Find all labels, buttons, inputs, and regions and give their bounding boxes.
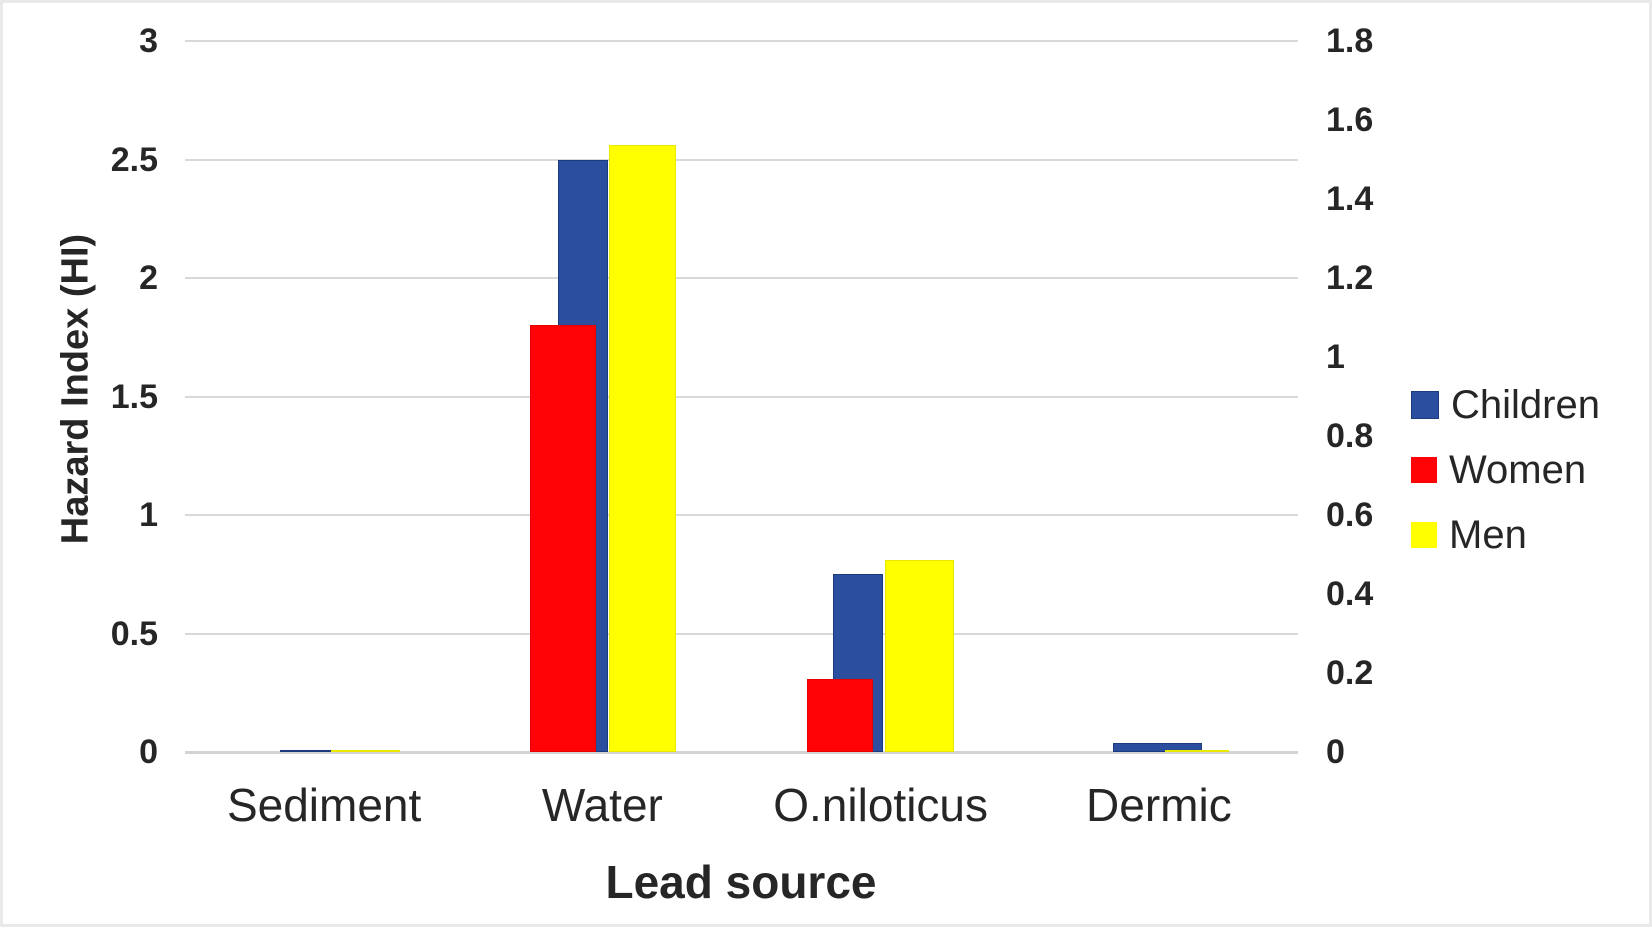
gridline bbox=[185, 395, 1298, 398]
category-label-sediment: Sediment bbox=[226, 779, 422, 831]
bar-men-oniloticus bbox=[885, 560, 954, 752]
x-axis-baseline bbox=[185, 751, 1298, 754]
legend-label-women: Women bbox=[1449, 448, 1587, 492]
legend-swatch-men bbox=[1411, 522, 1437, 548]
left-axis-tick-label: 0 bbox=[139, 733, 158, 771]
right-axis-tick-label: 1.6 bbox=[1326, 101, 1374, 139]
left-axis-tick-label: 1 bbox=[139, 496, 158, 534]
category-label-water: Water bbox=[541, 779, 663, 831]
right-axis-tick-label: 0.2 bbox=[1326, 654, 1374, 692]
left-axis-tick-label: 2 bbox=[139, 259, 158, 297]
bar-women-water bbox=[530, 325, 596, 752]
gridline bbox=[185, 514, 1298, 516]
bar-women-oniloticus bbox=[807, 678, 873, 752]
left-axis-tick-label: 2.5 bbox=[110, 140, 158, 179]
x-axis-title: Lead source bbox=[605, 856, 877, 908]
right-axis-tick-label: 0.4 bbox=[1326, 575, 1374, 613]
left-axis-tick-label: 1.5 bbox=[110, 377, 158, 416]
legend-item-men: Men bbox=[1411, 515, 1527, 555]
bar-children-sediment bbox=[280, 749, 331, 752]
legend-swatch-children bbox=[1411, 391, 1439, 419]
left-axis-tick-label: 0.5 bbox=[110, 614, 158, 653]
right-axis-tick-label: 1 bbox=[1326, 338, 1345, 376]
gridline bbox=[185, 277, 1298, 279]
bar-men-water bbox=[609, 145, 676, 752]
category-label-oniloticus: O.niloticus bbox=[773, 779, 988, 831]
right-axis-tick-label: 0 bbox=[1326, 733, 1345, 771]
right-axis-tick-label: 1.8 bbox=[1326, 22, 1374, 60]
right-axis-tick-label: 1.2 bbox=[1326, 259, 1374, 297]
gridline bbox=[185, 632, 1298, 635]
legend-item-women: Women bbox=[1411, 450, 1586, 490]
bar-children-dermic bbox=[1113, 742, 1202, 752]
legend-label-children: Children bbox=[1451, 383, 1600, 427]
legend-item-children: Children bbox=[1411, 385, 1600, 425]
gridline bbox=[185, 158, 1298, 161]
category-label-dermic: Dermic bbox=[1086, 779, 1232, 831]
right-axis-tick-label: 0.8 bbox=[1326, 417, 1374, 455]
legend-label-men: Men bbox=[1449, 513, 1527, 557]
right-axis-tick-label: 1.4 bbox=[1326, 180, 1374, 218]
bar-men-sediment bbox=[331, 749, 400, 752]
gridline bbox=[185, 40, 1298, 42]
left-axis-tick-label: 3 bbox=[139, 22, 158, 60]
bar-men-dermic bbox=[1165, 749, 1229, 752]
right-axis-tick-label: 0.6 bbox=[1326, 496, 1374, 534]
legend-swatch-women bbox=[1411, 457, 1437, 483]
